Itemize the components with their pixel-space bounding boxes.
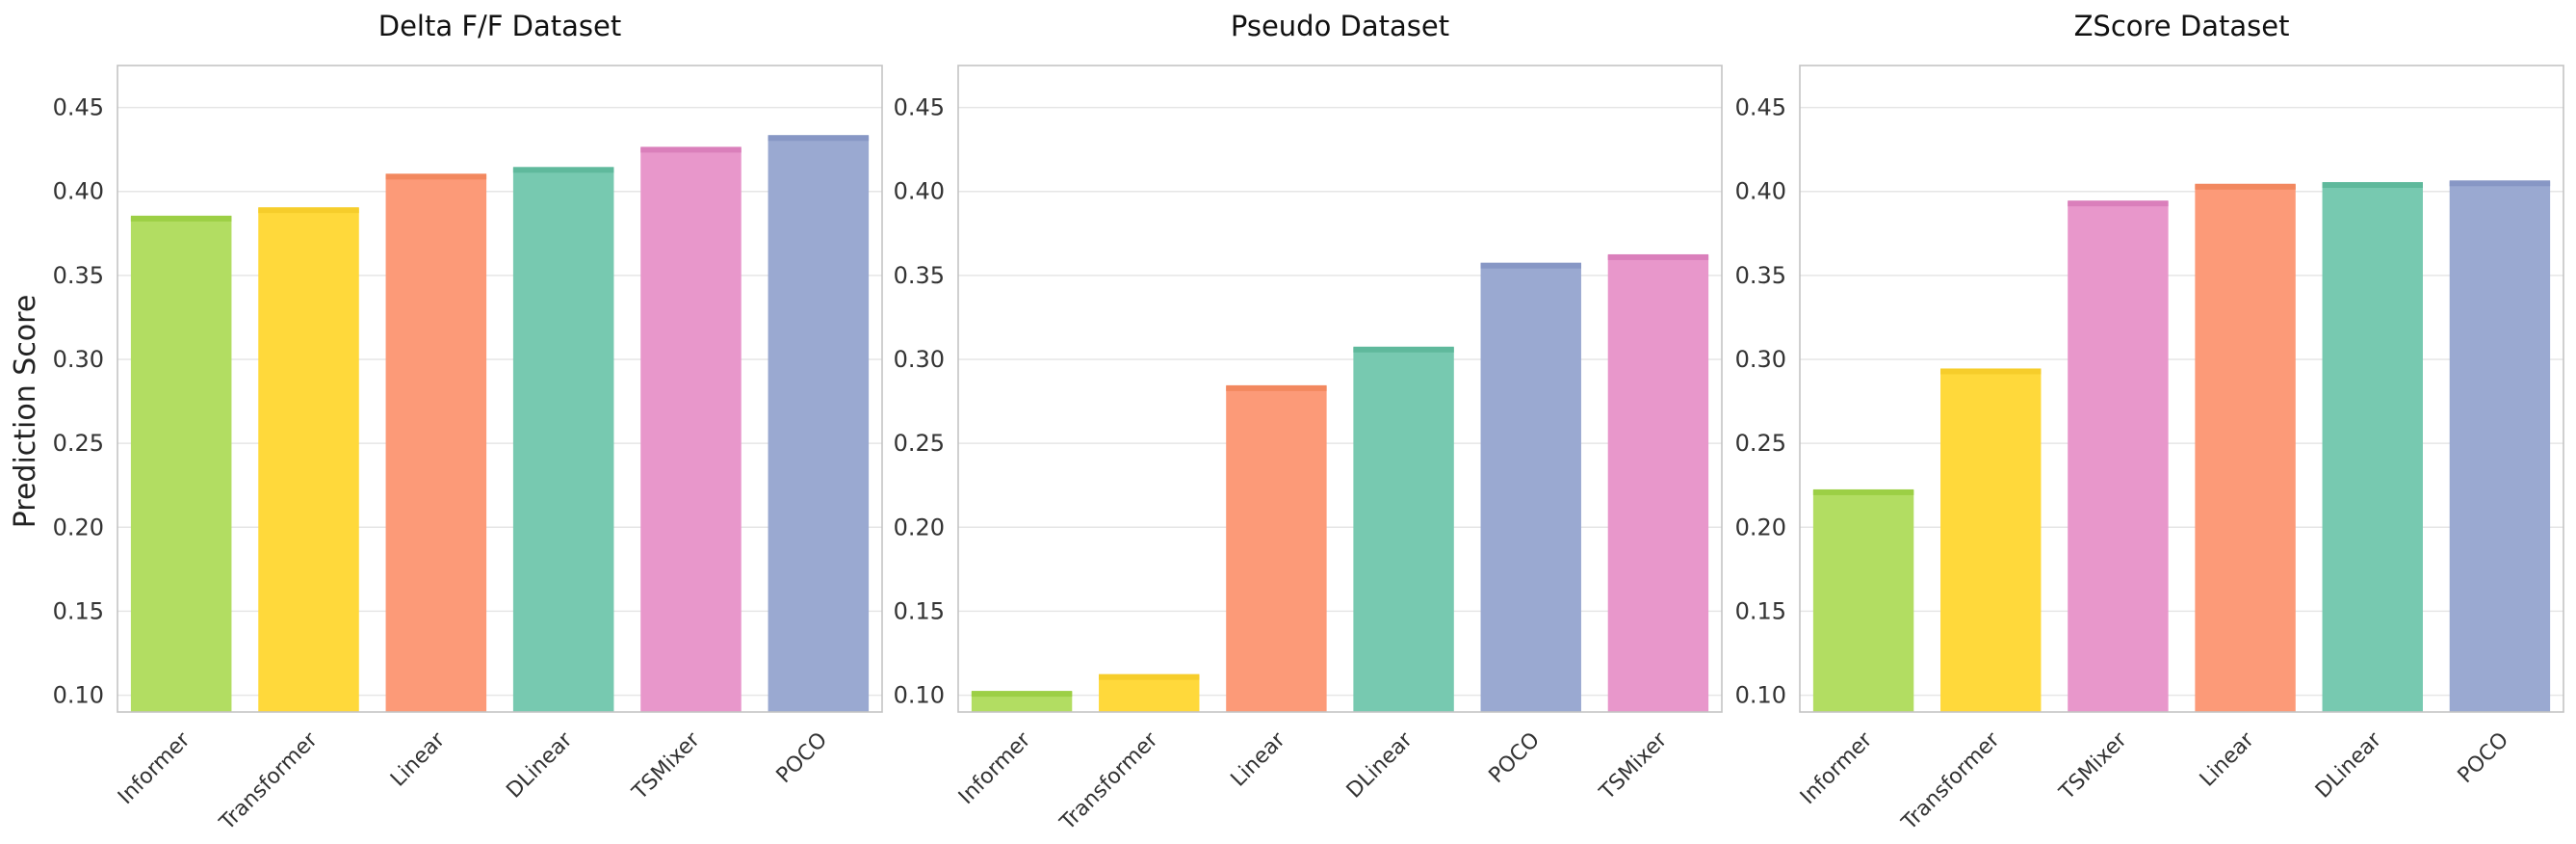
chart-panel-3: 0.10 0.15 0.20 0.25 0.30 0.35 0.40 0.45 Informer… xyxy=(1735,10,2564,835)
axes-frame xyxy=(117,65,883,713)
bar-cap-dlinear xyxy=(512,167,614,173)
y-tick-label: 0.15 xyxy=(894,597,945,624)
x-tick-label: Linear xyxy=(2196,727,2260,792)
bar-informer xyxy=(130,216,232,712)
x-tick-label: TSMixer xyxy=(628,727,706,805)
y-tick-label: 0.35 xyxy=(53,262,104,289)
bar-poco xyxy=(2449,181,2551,712)
x-tick-label: POCO xyxy=(2454,728,2513,788)
chart-title: Pseudo Dataset xyxy=(1231,10,1449,42)
bar-cap-transformer xyxy=(258,207,359,214)
y-tick-label: 0.30 xyxy=(1735,346,1786,373)
bar-cap-informer xyxy=(1812,488,1914,495)
bar-cap-linear xyxy=(385,173,487,180)
bar-cap-tsmixer xyxy=(1607,253,1709,260)
bar-cap-linear xyxy=(2195,183,2296,190)
bar-poco xyxy=(768,136,870,712)
y-tick-label: 0.25 xyxy=(894,430,945,457)
chart-panel-2: 0.10 0.15 0.20 0.25 0.30 0.35 0.40 0.45 Informer… xyxy=(894,10,1723,835)
y-tick-label: 0.25 xyxy=(1735,430,1786,457)
x-tick-label: Informer xyxy=(114,727,195,809)
y-tick-label: 0.20 xyxy=(1735,514,1786,541)
bar-cap-transformer xyxy=(1099,673,1200,680)
chart-title: Delta F/F Dataset xyxy=(378,10,622,42)
bar-cap-tsmixer xyxy=(640,146,742,153)
bar-cap-transformer xyxy=(1940,368,2042,375)
x-tick-label: DLinear xyxy=(2311,727,2387,804)
y-tick-label: 0.40 xyxy=(53,178,104,205)
x-tick-label: Informer xyxy=(1796,727,1878,809)
bar-cap-dlinear xyxy=(1353,346,1454,353)
chart-title: ZScore Dataset xyxy=(2074,10,2290,42)
y-tick-label: 0.10 xyxy=(53,682,104,709)
axes-frame xyxy=(1799,65,2564,713)
y-tick-label: 0.35 xyxy=(1735,262,1786,289)
y-tick-label: 0.10 xyxy=(1735,682,1786,709)
x-tick-label: POCO xyxy=(1485,728,1545,788)
bar-cap-poco xyxy=(2449,180,2551,187)
x-tick-label: DLinear xyxy=(502,727,578,804)
axes-frame xyxy=(957,65,1723,713)
bar-cap-poco xyxy=(768,135,870,142)
y-axis-label: Prediction Score xyxy=(9,295,42,529)
y-tick-label: 0.30 xyxy=(894,346,945,373)
y-tick-label: 0.45 xyxy=(1735,94,1786,121)
y-tick-label: 0.35 xyxy=(894,262,945,289)
x-tick-label: DLinear xyxy=(1342,727,1418,804)
x-tick-label: Transformer xyxy=(215,727,323,835)
bar-poco xyxy=(1480,263,1581,712)
bar-informer xyxy=(1812,489,1914,712)
y-tick-label: 0.10 xyxy=(894,682,945,709)
x-tick-label: TSMixer xyxy=(1595,727,1673,805)
bar-linear xyxy=(1226,385,1327,712)
bar-tsmixer xyxy=(2068,201,2169,712)
y-tick-label: 0.40 xyxy=(894,178,945,205)
y-tick-label: 0.20 xyxy=(894,514,945,541)
bar-transformer xyxy=(1940,369,2042,712)
x-tick-label: Informer xyxy=(954,727,1036,809)
x-tick-label: TSMixer xyxy=(2054,727,2132,805)
x-tick-label: Transformer xyxy=(1897,727,2005,835)
x-tick-label: Linear xyxy=(386,727,451,792)
bar-linear xyxy=(385,174,487,713)
bar-cap-informer xyxy=(971,691,1073,698)
x-tick-label: Linear xyxy=(1227,727,1291,792)
y-tick-label: 0.30 xyxy=(53,346,104,373)
y-tick-label: 0.45 xyxy=(53,94,104,121)
y-tick-label: 0.40 xyxy=(1735,178,1786,205)
bar-informer xyxy=(971,692,1073,712)
bar-cap-poco xyxy=(1480,262,1581,269)
y-tick-label: 0.20 xyxy=(53,514,104,541)
bar-dlinear xyxy=(512,168,614,713)
y-tick-label: 0.15 xyxy=(1735,597,1786,624)
bar-transformer xyxy=(1099,674,1200,712)
y-tick-label: 0.15 xyxy=(53,597,104,624)
bar-cap-linear xyxy=(1226,384,1327,391)
y-tick-label: 0.25 xyxy=(53,430,104,457)
bar-dlinear xyxy=(1353,347,1454,712)
chart-panel-1: 0.10 0.15 0.20 0.25 0.30 0.35 0.40 0.45 Informer… xyxy=(53,10,883,835)
bar-dlinear xyxy=(2322,183,2423,712)
bar-cap-dlinear xyxy=(2322,182,2423,188)
bar-cap-tsmixer xyxy=(2068,200,2169,207)
bar-cap-informer xyxy=(130,215,232,222)
bar-linear xyxy=(2195,184,2296,712)
bar-tsmixer xyxy=(1607,254,1709,712)
y-tick-label: 0.45 xyxy=(894,94,945,121)
bar-tsmixer xyxy=(640,147,742,712)
x-tick-label: POCO xyxy=(772,728,832,788)
x-tick-label: Transformer xyxy=(1055,727,1163,835)
bar-transformer xyxy=(258,208,359,713)
